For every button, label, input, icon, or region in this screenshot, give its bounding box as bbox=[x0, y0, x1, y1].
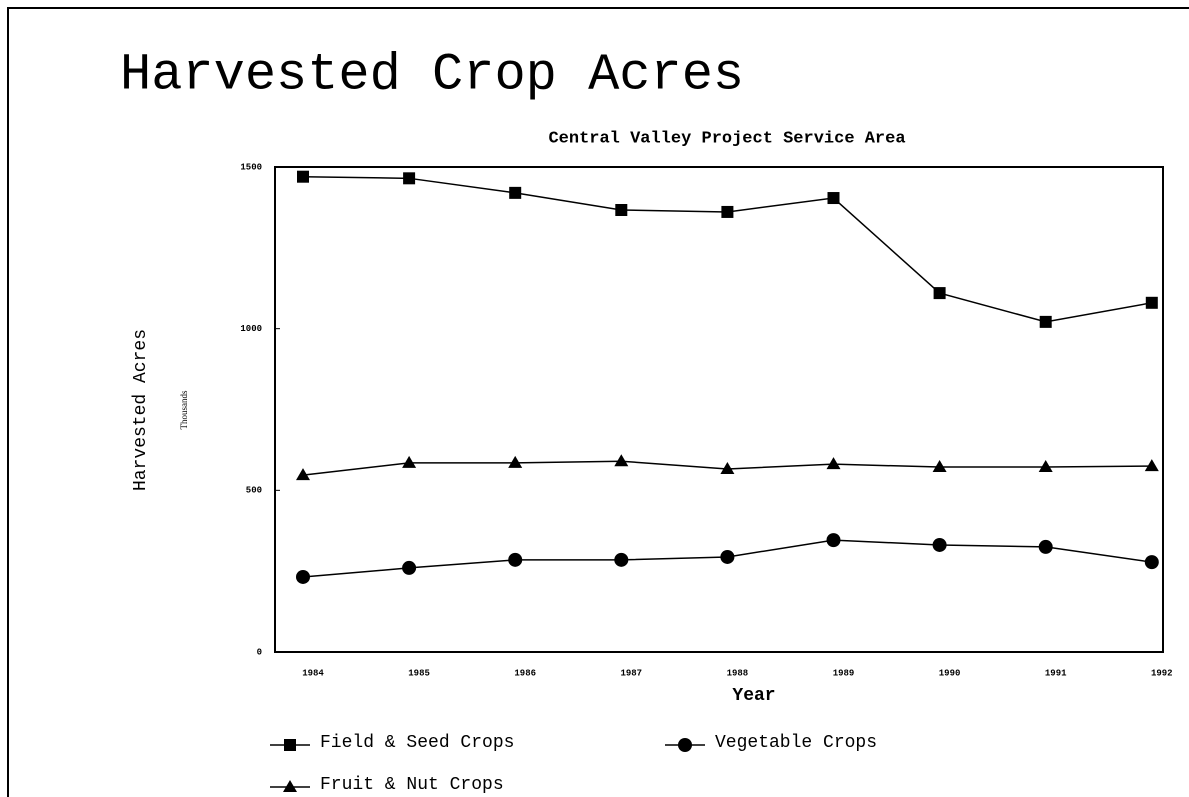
data-point bbox=[826, 533, 841, 548]
legend-marker bbox=[283, 780, 297, 792]
data-point bbox=[1038, 460, 1053, 473]
data-point bbox=[1144, 459, 1159, 472]
y-tick-label: 1000 bbox=[240, 324, 262, 334]
legend-label: Field & Seed Crops bbox=[320, 733, 514, 753]
legend-marker bbox=[678, 738, 692, 752]
data-point bbox=[720, 549, 735, 564]
data-point bbox=[297, 170, 309, 183]
data-point bbox=[508, 455, 523, 468]
data-point bbox=[932, 460, 947, 473]
y-axis-label: Harvested Acres bbox=[131, 329, 151, 491]
data-point bbox=[614, 552, 629, 567]
data-point bbox=[509, 186, 522, 199]
data-point bbox=[403, 172, 416, 185]
data-point bbox=[508, 552, 523, 567]
x-tick-label: 1987 bbox=[620, 668, 642, 678]
y-axis-unit: Thousands bbox=[179, 390, 189, 429]
data-point bbox=[1039, 315, 1052, 328]
x-tick-label: 1985 bbox=[408, 668, 430, 678]
x-tick-label: 1991 bbox=[1045, 668, 1067, 678]
y-tick-label: 0 bbox=[257, 647, 262, 657]
y-tick-label: 500 bbox=[246, 486, 262, 496]
legend-marker bbox=[284, 739, 296, 751]
chart-subtitle: Central Valley Project Service Area bbox=[548, 129, 905, 148]
data-point bbox=[615, 204, 628, 217]
x-tick-label: 1992 bbox=[1151, 668, 1173, 678]
data-point bbox=[1144, 555, 1159, 570]
data-point bbox=[1145, 296, 1158, 309]
x-tick-label: 1986 bbox=[514, 668, 536, 678]
x-axis-label: Year bbox=[732, 686, 775, 706]
data-point bbox=[1038, 539, 1053, 554]
chart-title: Harvested Crop Acres bbox=[120, 46, 744, 105]
data-point bbox=[614, 454, 629, 467]
x-tick-label: 1984 bbox=[302, 668, 324, 678]
data-point bbox=[827, 192, 840, 205]
data-point bbox=[296, 468, 310, 481]
x-tick-label: 1990 bbox=[939, 668, 961, 678]
data-point bbox=[402, 455, 417, 468]
x-tick-label: 1989 bbox=[833, 668, 855, 678]
data-point bbox=[932, 537, 947, 552]
legend-label: Fruit & Nut Crops bbox=[320, 775, 504, 795]
data-point bbox=[720, 461, 735, 474]
plot-frame bbox=[274, 166, 1164, 653]
data-point bbox=[721, 205, 734, 218]
data-point bbox=[296, 569, 310, 584]
data-point bbox=[933, 287, 946, 300]
x-tick-label: 1988 bbox=[727, 668, 749, 678]
data-point bbox=[402, 560, 417, 575]
page-border bbox=[7, 7, 1189, 797]
series-line bbox=[302, 175, 1152, 323]
data-point bbox=[826, 457, 841, 470]
y-tick-label: 1500 bbox=[240, 162, 262, 172]
legend-label: Vegetable Crops bbox=[715, 733, 877, 753]
